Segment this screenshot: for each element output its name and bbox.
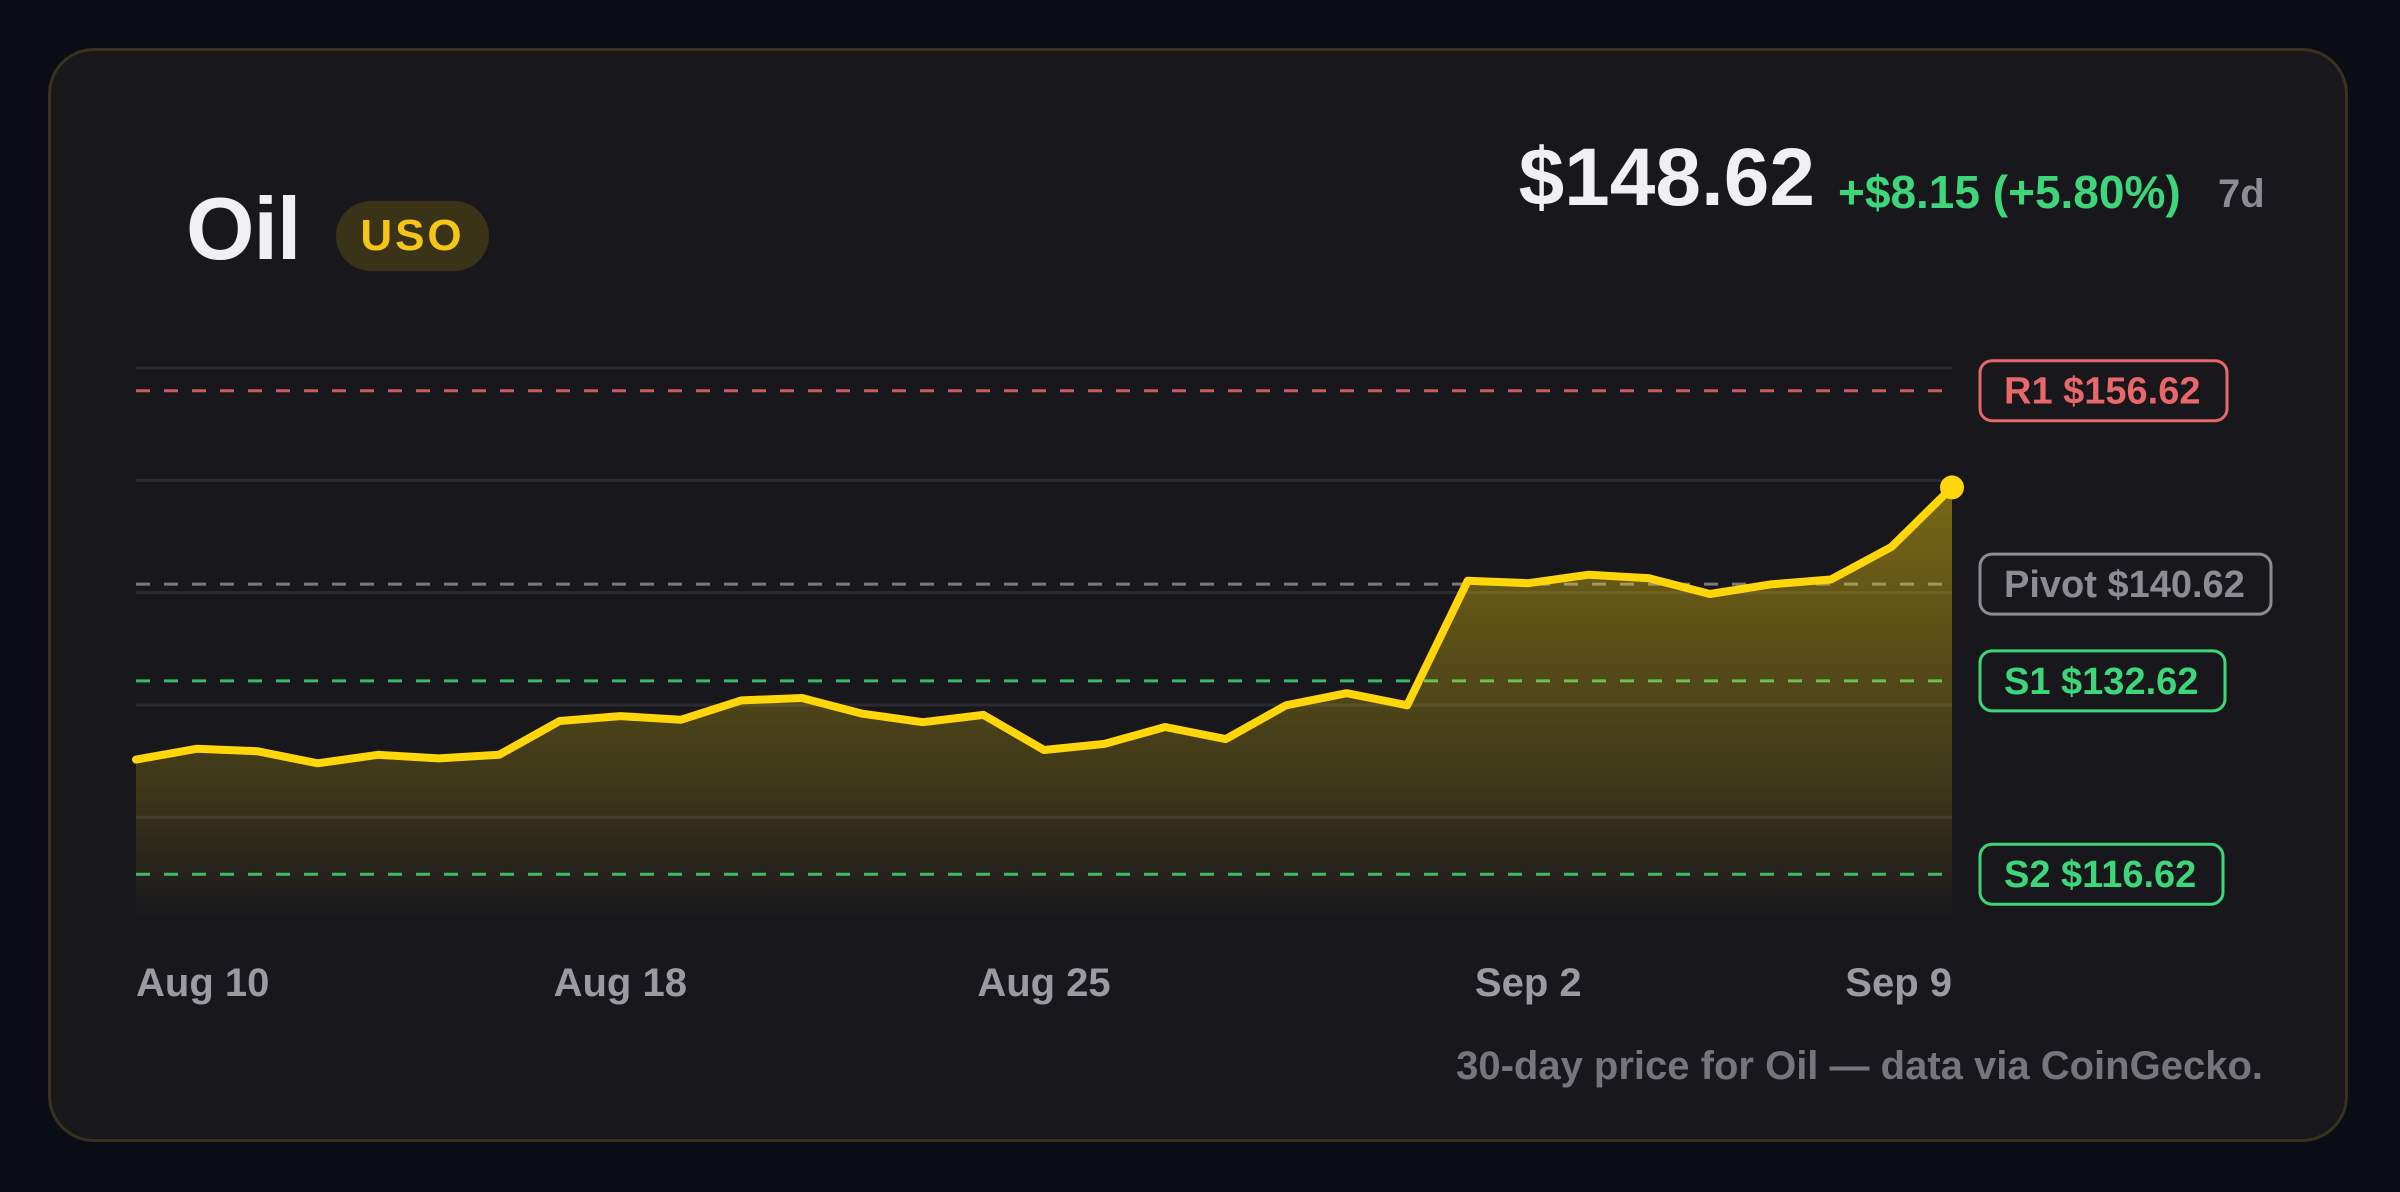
x-tick-label: Sep 9 [1845, 961, 1952, 1005]
data-source-note: 30-day price for Oil — data via CoinGeck… [1456, 1044, 2263, 1088]
x-axis-ticks: Aug 10 Aug 18 Aug 25 Sep 2 Sep 9 [136, 961, 1952, 1005]
level-tag-pivot: Pivot $140.62 [1978, 552, 2273, 616]
price-area [136, 487, 1952, 918]
x-tick-label: Sep 2 [1475, 961, 1582, 1005]
level-tag-box [1978, 359, 2229, 423]
price-card: Oil USO [48, 48, 2348, 1142]
level-tag-box [1978, 842, 2225, 906]
level-label-s2: S2 $116.62 [2004, 854, 2196, 896]
level-label-r1: R1 $156.62 [2004, 371, 2201, 413]
asset-name: Oil [186, 179, 301, 278]
level-tag-box [1978, 649, 2227, 713]
ticker-badge: USO [336, 201, 489, 271]
level-tag-r1: R1 $156.62 [1978, 359, 2229, 423]
level-tag-s1: S1 $132.62 [1978, 649, 2227, 713]
x-tick-label: Aug 10 [136, 961, 269, 1005]
x-tick-label: Aug 18 [554, 961, 687, 1005]
change-period: 7d [2218, 172, 2265, 216]
level-tag-box [1978, 552, 2273, 616]
price-line [132, 483, 1956, 768]
level-label-s1: S1 $132.62 [2004, 661, 2198, 703]
level-label-pivot: Pivot $140.62 [2004, 564, 2245, 606]
x-tick-label: Aug 25 [977, 961, 1110, 1005]
latest-price-point [1940, 475, 1964, 500]
price-change: +$8.15 (+5.80%) [1838, 166, 2181, 218]
level-tag-s2: S2 $116.62 [1978, 842, 2225, 906]
current-price: $148.62 [1518, 132, 1815, 223]
level-labels: R1 $156.62 Pivot $140.62 S1 $132.62 S2 $116… [1978, 359, 2273, 906]
